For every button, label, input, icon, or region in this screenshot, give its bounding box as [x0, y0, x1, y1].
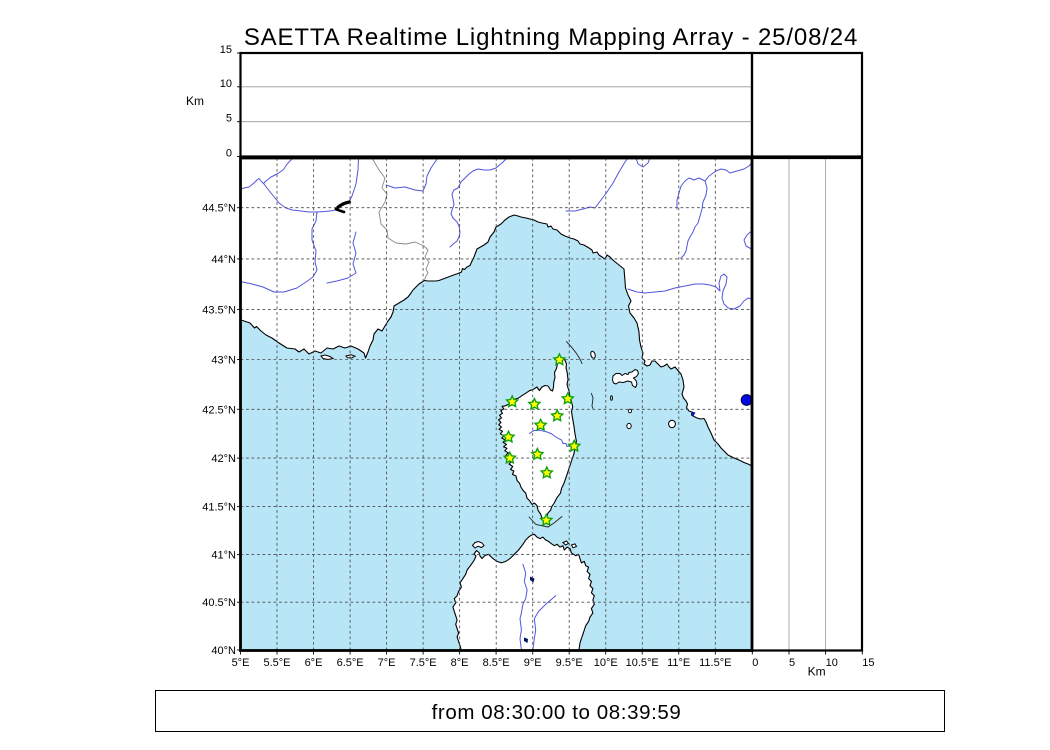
svg-text:10°E: 10°E — [594, 657, 618, 669]
svg-text:5.5°E: 5.5°E — [263, 657, 290, 669]
svg-text:0: 0 — [752, 657, 758, 669]
svg-text:43°N: 43°N — [211, 355, 236, 367]
svg-text:5: 5 — [789, 657, 795, 669]
svg-text:40°N: 40°N — [211, 645, 236, 657]
svg-text:15: 15 — [862, 657, 874, 669]
svg-text:5: 5 — [226, 113, 232, 125]
svg-text:11.5°E: 11.5°E — [699, 657, 731, 669]
svg-text:10: 10 — [826, 657, 838, 669]
svg-text:9.5°E: 9.5°E — [556, 657, 583, 669]
svg-text:6.5°E: 6.5°E — [337, 657, 364, 669]
svg-text:6°E: 6°E — [305, 657, 323, 669]
svg-text:40.5°N: 40.5°N — [202, 597, 236, 609]
svg-text:41.5°N: 41.5°N — [202, 502, 236, 514]
svg-text:Km: Km — [808, 665, 826, 679]
svg-text:41°N: 41°N — [211, 550, 236, 562]
svg-text:42.5°N: 42.5°N — [202, 404, 236, 416]
svg-text:SAETTA Realtime Lightning Mapp: SAETTA Realtime Lightning Mapping Array … — [244, 24, 858, 51]
svg-text:7°E: 7°E — [378, 657, 396, 669]
svg-text:15: 15 — [220, 44, 232, 56]
svg-text:5°E: 5°E — [232, 657, 250, 669]
svg-text:8.5°E: 8.5°E — [483, 657, 510, 669]
svg-text:10.5°E: 10.5°E — [626, 657, 659, 669]
svg-text:8°E: 8°E — [451, 657, 469, 669]
svg-text:9°E: 9°E — [524, 657, 542, 669]
svg-text:Km: Km — [186, 94, 204, 108]
svg-text:43.5°N: 43.5°N — [202, 304, 236, 316]
svg-text:44°N: 44°N — [211, 254, 236, 266]
svg-text:0: 0 — [226, 148, 232, 160]
svg-text:7.5°E: 7.5°E — [410, 657, 437, 669]
svg-text:11°E: 11°E — [667, 657, 690, 669]
svg-text:from 08:30:00 to 08:39:59: from 08:30:00 to 08:39:59 — [432, 701, 682, 724]
svg-text:44.5°N: 44.5°N — [202, 203, 236, 215]
svg-text:42°N: 42°N — [211, 453, 236, 465]
svg-text:10: 10 — [220, 78, 232, 90]
